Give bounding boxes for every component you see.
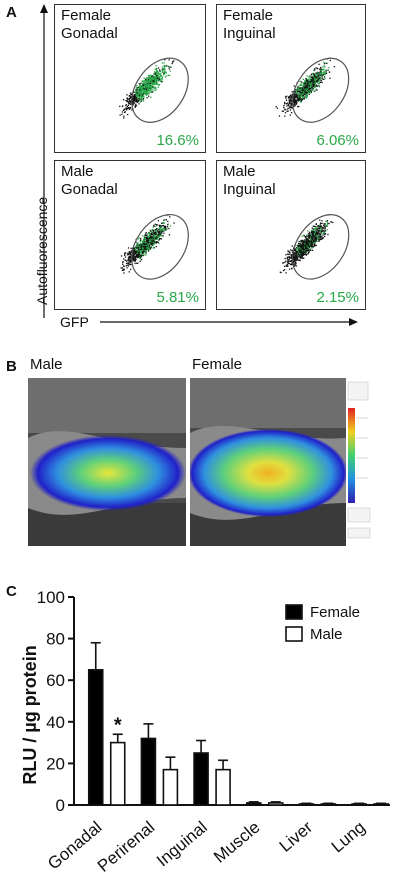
y-tick-label: 100 <box>37 588 65 607</box>
legend-swatch-male <box>285 626 303 642</box>
facs-plot-label: Male Inguinal <box>223 163 276 198</box>
color-scale-legend <box>346 378 374 546</box>
facs-scatter <box>279 214 350 280</box>
gated-percentage: 16.6% <box>156 132 199 149</box>
facs-scatter <box>120 214 189 280</box>
panel-a-letter: A <box>6 4 17 21</box>
y-tick-label: 60 <box>46 671 65 690</box>
facs-plot-label: Male Gonadal <box>61 163 118 198</box>
gate-ellipse <box>131 57 189 123</box>
facs-scatter <box>119 57 189 123</box>
facs-plot-male-gonadal: Male Gonadal 5.81% <box>54 160 206 310</box>
bar-male <box>109 741 126 806</box>
panel-a-axes <box>40 4 358 326</box>
x-tick-label: Lung <box>328 818 369 857</box>
facs-plot-female-inguinal: Female Inguinal 6.06% <box>216 4 366 153</box>
bar-female <box>140 737 157 806</box>
y-tick-label: 20 <box>46 754 65 773</box>
bar-male <box>215 768 231 806</box>
image-title-female: Female <box>192 356 243 373</box>
significance-marker: * <box>114 714 122 736</box>
gated-percentage: 5.81% <box>156 289 199 306</box>
image-title-male: Male <box>30 356 63 373</box>
y-tick-label: 80 <box>46 630 65 649</box>
facs-scatter <box>275 57 350 123</box>
y-tick-label: 40 <box>46 713 65 732</box>
x-tick-label: Muscle <box>210 818 263 867</box>
gate-ellipse <box>291 57 350 123</box>
legend-label-female: Female <box>310 604 360 621</box>
x-tick-label: Perirenal <box>94 818 158 876</box>
bioluminescence-image-male <box>28 378 186 546</box>
facs-plot-female-gonadal: Female Gonadal 16.6% <box>54 4 206 153</box>
bar-male <box>162 768 179 806</box>
x-tick-label: Liver <box>276 817 317 855</box>
y-tick-label: 0 <box>56 796 65 815</box>
bar-female <box>193 752 209 806</box>
gate-ellipse <box>131 214 189 280</box>
facs-plot-label: Female Inguinal <box>223 7 276 42</box>
legend-swatch-female <box>285 604 303 620</box>
x-axis-label: GFP <box>60 314 89 330</box>
facs-plot-label: Female Gonadal <box>61 7 118 42</box>
gated-percentage: 2.15% <box>316 289 359 306</box>
panel-c-letter: C <box>6 583 17 600</box>
x-arrow-head <box>349 318 358 326</box>
bar-female <box>87 669 104 806</box>
legend-label-male: Male <box>310 626 343 643</box>
y-axis-title: RLU / µg protein <box>20 645 40 784</box>
y-arrow-head <box>40 4 48 13</box>
gated-percentage: 6.06% <box>316 132 359 149</box>
bar-female <box>245 802 262 806</box>
x-tick-label: Inguinal <box>153 818 211 871</box>
facs-plot-male-inguinal: Male Inguinal 2.15% <box>216 160 366 310</box>
y-axis-label: Autofluorescence <box>34 196 50 305</box>
gate-ellipse <box>291 214 350 280</box>
bioluminescence-image-female <box>190 378 346 546</box>
bar-male <box>267 802 284 806</box>
bar-chart: RLU / µg protein 020406080100*GonadalPer… <box>20 588 390 876</box>
panel-b-letter: B <box>6 358 17 375</box>
